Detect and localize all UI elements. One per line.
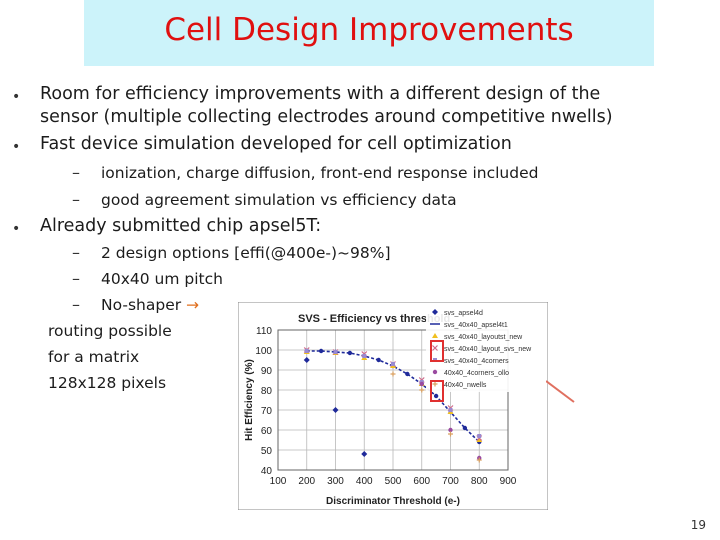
data-point [347,350,353,356]
continuation-line-1: routing possible [48,322,172,340]
legend-swatch [432,333,438,338]
y-tick-label: 50 [261,446,273,457]
y-tick-label: 80 [261,386,273,397]
data-point [476,457,482,463]
legend-label: svs_40x40_4corners [444,358,509,365]
x-tick-label: 100 [270,476,287,487]
dash-marker: – [72,269,80,288]
legend-swatch [432,309,438,315]
bullet-marker: • [12,139,21,155]
x-tick-label: 600 [413,476,430,487]
dash-marker: – [72,163,80,182]
data-point [419,387,425,393]
plot-border [277,329,509,471]
data-point [332,407,339,413]
x-tick-label: 800 [471,476,488,487]
legend-label: svs_40x40_layoutst_new [444,334,523,341]
bullet-1-line-2: sensor (multiple collecting electrodes a… [40,107,613,127]
legend-label: 40x40_nwells [444,382,487,389]
x-tick-label: 400 [356,476,373,487]
y-tick-label: 90 [261,366,273,377]
bullet-3-sub-3-text: No-shaper [101,296,182,314]
bullet-3-sub-1: 2 design options [effi(@400e-)~98%] [101,244,391,262]
legend-swatch [432,369,438,375]
y-tick-label: 40 [261,466,273,477]
bullet-3-sub-2: 40x40 um pitch [101,270,223,288]
annotation-box-2 [430,380,444,402]
bullet-2-sub-2: good agreement simulation vs efficiency … [101,191,457,209]
dash-marker: – [72,295,80,314]
bullet-2-line-1: Fast device simulation developed for cel… [40,134,512,154]
y-tick-label: 60 [261,426,273,437]
data-point [318,348,324,354]
x-tick-label: 300 [327,476,344,487]
dash-marker: – [72,243,80,262]
bullet-marker: • [12,221,21,237]
data-point [303,357,310,363]
legend-swatch [432,345,438,351]
legend-swatch [432,381,438,387]
x-tick-label: 700 [442,476,459,487]
data-point [391,362,395,366]
data-point [419,381,424,387]
slide-title: Cell Design Improvements [164,12,574,48]
data-point [304,349,309,353]
data-point [376,357,381,363]
annotation-box-1 [430,340,444,362]
bullet-marker: • [12,89,21,105]
y-tick-label: 70 [261,406,273,417]
dash-marker: – [72,190,80,209]
chart-title: SVS - Efficiency vs threshold [298,313,450,325]
x-axis-label: Discriminator Threshold (e-) [326,496,460,507]
continuation-line-2: for a matrix [48,348,140,366]
legend-box [426,304,542,392]
title-banner [84,0,654,66]
x-tick-label: 500 [385,476,402,487]
arrow-icon: → [181,296,200,314]
data-point [448,431,453,437]
data-point [448,427,453,433]
data-point [477,434,482,438]
y-tick-label: 100 [255,346,272,357]
x-tick-label: 900 [500,476,517,487]
data-point [405,371,410,377]
y-tick-label: 110 [256,326,272,337]
bullet-2-sub-1: ionization, charge diffusion, front-end … [101,164,539,182]
data-point [476,437,483,442]
efficiency-chart: 40 50 60 70 80 90 100 110 100 200 300 400 500 600 700 8… [238,302,548,510]
data-point [362,354,367,358]
bullet-3-sub-3: No-shaper → [101,296,199,314]
continuation-line-3: 128x128 pixels [48,374,167,392]
legend-label: svs_40x40_layout_svs_new [444,346,532,353]
data-point [448,408,453,412]
bullet-3-line-1: Already submitted chip apsel5T: [40,216,322,236]
data-point [390,371,396,377]
legend-label: svs_40x40_apsel4t1 [444,322,508,329]
legend-label: svs_apsel4d [444,310,483,317]
y-axis-label: Hit Efficiency (%) [244,359,255,441]
legend-label: 40x40_4corners_ollo [444,370,509,377]
x-tick-label: 200 [298,476,315,487]
data-point [433,393,439,399]
data-point [333,350,338,354]
data-point [361,451,368,457]
page-number: 19 [690,518,706,532]
bullet-1-line-1: Room for efficiency improvements with a … [40,84,601,104]
annotation-arrow [546,380,575,403]
data-point [462,425,468,431]
